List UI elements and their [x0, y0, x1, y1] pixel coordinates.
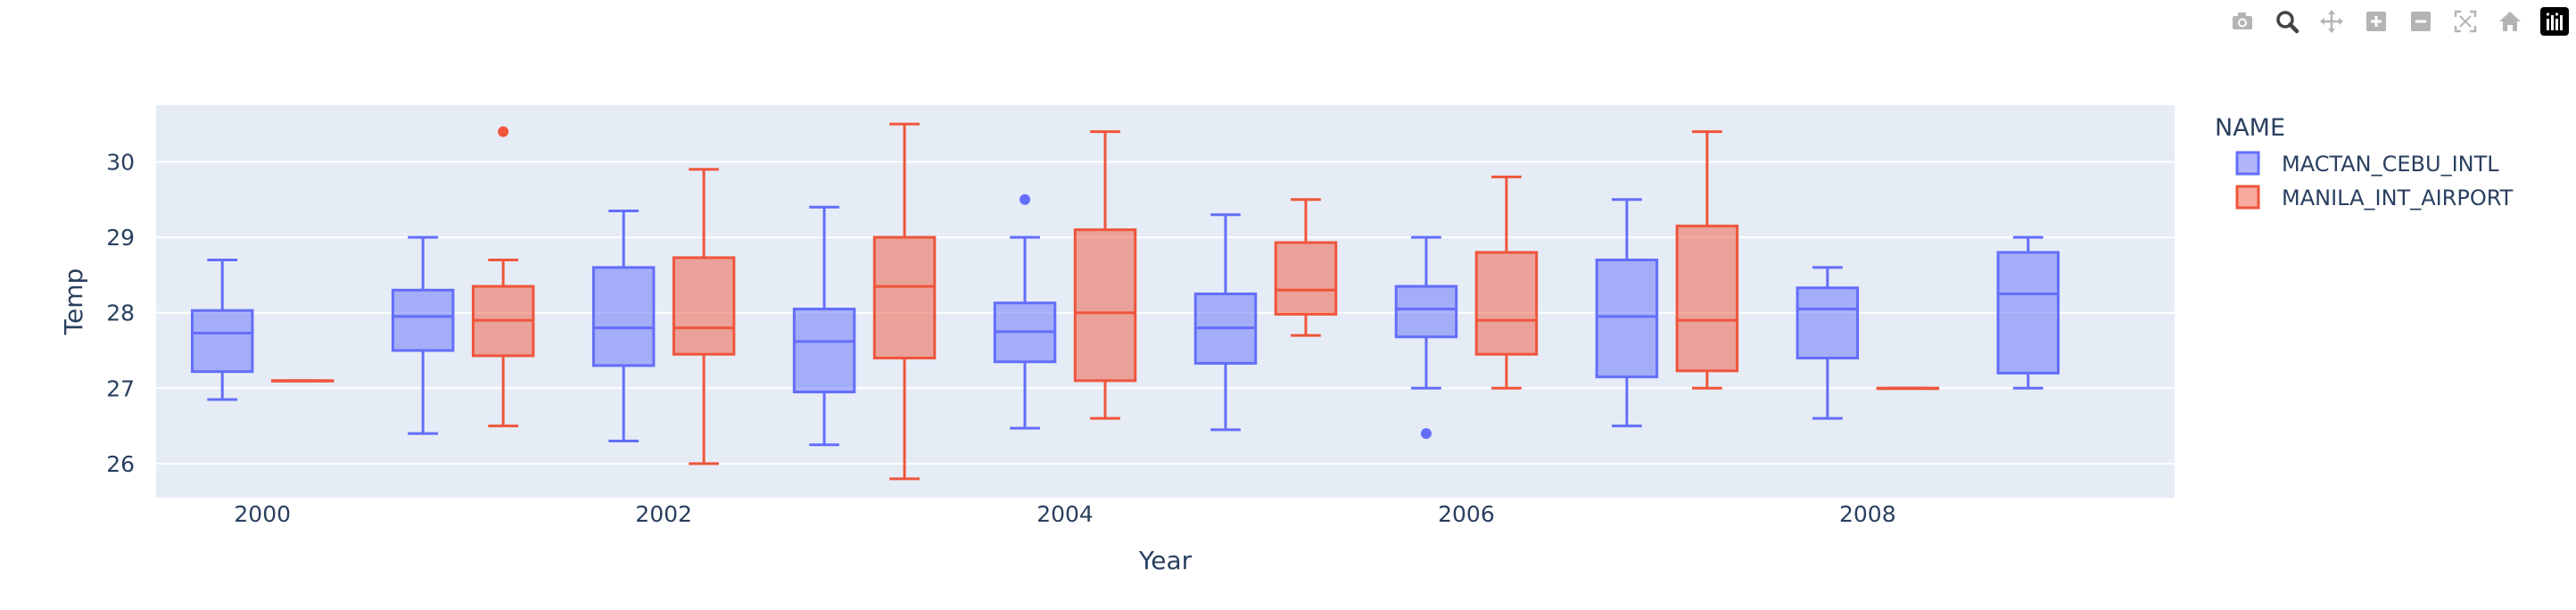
box-2003[interactable] — [872, 122, 937, 481]
box-2001[interactable] — [391, 235, 455, 435]
zoom-out-icon — [2411, 12, 2431, 31]
box-2004[interactable] — [1073, 130, 1137, 420]
legend-swatch — [2235, 185, 2260, 210]
legend: NAME MACTAN_CEBU_INTL MANILA_INT_AIRPORT — [2215, 114, 2514, 210]
box-2008[interactable] — [1796, 266, 1860, 420]
x-tick-label: 2004 — [1036, 501, 1094, 527]
autoscale-button[interactable] — [2449, 5, 2481, 37]
x-axis-title: Year — [1138, 546, 1193, 575]
plot-background — [156, 105, 2175, 498]
box-2005[interactable] — [1274, 198, 1338, 337]
y-tick-label: 30 — [106, 149, 135, 175]
box-2007[interactable] — [1675, 130, 1739, 390]
y-tick-label: 29 — [106, 225, 135, 251]
box-2006[interactable] — [1394, 235, 1458, 440]
outlier-point[interactable] — [498, 126, 509, 137]
x-tick-label: 2006 — [1438, 501, 1495, 527]
y-axis-ticks: 26 27 28 29 30 — [106, 149, 135, 476]
box-2000[interactable] — [270, 379, 334, 383]
plotly-logo-button[interactable] — [2539, 5, 2571, 37]
iqr-box — [190, 309, 254, 374]
iqr-box — [872, 235, 937, 359]
series-manila-int-airport — [270, 122, 1940, 481]
iqr-box — [1394, 284, 1458, 339]
box-2008[interactable] — [1876, 386, 1940, 391]
zoom-out-button[interactable] — [2405, 5, 2437, 37]
box-2005[interactable] — [1193, 213, 1258, 432]
legend-swatch — [2235, 151, 2260, 176]
pan-icon — [2320, 10, 2343, 33]
iqr-box — [591, 266, 656, 367]
box-2000[interactable] — [190, 258, 254, 401]
reset-axes-button[interactable] — [2494, 5, 2526, 37]
box-2001[interactable] — [471, 126, 535, 428]
autoscale-icon — [2454, 10, 2477, 33]
box-2002[interactable] — [591, 209, 656, 443]
y-tick-label: 26 — [106, 451, 135, 477]
iqr-box — [672, 256, 736, 356]
box-2003[interactable] — [792, 205, 856, 447]
series-mactan-cebu-intl — [190, 194, 2060, 447]
y-tick-label: 27 — [106, 375, 135, 401]
legend-label: MANILA_INT_AIRPORT — [2282, 185, 2514, 210]
box-2004[interactable] — [993, 194, 1057, 430]
iqr-box — [1996, 251, 2060, 375]
x-tick-label: 2002 — [635, 501, 692, 527]
iqr-box — [1474, 251, 1539, 356]
box-traces — [190, 122, 2060, 481]
pan-button[interactable] — [2316, 5, 2348, 37]
box-2009[interactable] — [1996, 235, 2060, 390]
iqr-box — [1675, 224, 1739, 373]
x-tick-label: 2000 — [234, 501, 291, 527]
plotly-logo-icon — [2540, 7, 2569, 36]
legend-item[interactable]: MANILA_INT_AIRPORT — [2235, 185, 2514, 210]
outlier-point[interactable] — [1020, 194, 1031, 205]
outlier-point[interactable] — [1420, 428, 1432, 440]
x-tick-label: 2008 — [1839, 501, 1896, 527]
iqr-box — [391, 288, 455, 352]
iqr-box — [1595, 258, 1659, 379]
reset-axes-icon — [2499, 12, 2521, 31]
camera-button[interactable] — [2226, 5, 2258, 37]
y-axis-title: Temp — [59, 268, 88, 336]
camera-icon — [2233, 12, 2252, 29]
legend-title: NAME — [2215, 114, 2285, 142]
iqr-box — [1274, 241, 1338, 316]
box-2002[interactable] — [672, 168, 736, 466]
zoom-in-button[interactable] — [2360, 5, 2392, 37]
y-tick-label: 28 — [106, 301, 135, 326]
iqr-box — [1073, 228, 1137, 383]
modebar — [2226, 5, 2571, 37]
x-axis-ticks: 2000 2002 2004 2006 2008 — [234, 501, 1895, 527]
box-2006[interactable] — [1474, 175, 1539, 390]
iqr-box — [1796, 286, 1860, 359]
iqr-box — [792, 307, 856, 394]
zoom-icon — [2276, 11, 2299, 34]
zoom-in-icon — [2366, 12, 2386, 31]
legend-label: MACTAN_CEBU_INTL — [2282, 152, 2499, 177]
zoom-button[interactable] — [2271, 5, 2303, 37]
box-2007[interactable] — [1595, 198, 1659, 428]
legend-item[interactable]: MACTAN_CEBU_INTL — [2235, 151, 2499, 177]
